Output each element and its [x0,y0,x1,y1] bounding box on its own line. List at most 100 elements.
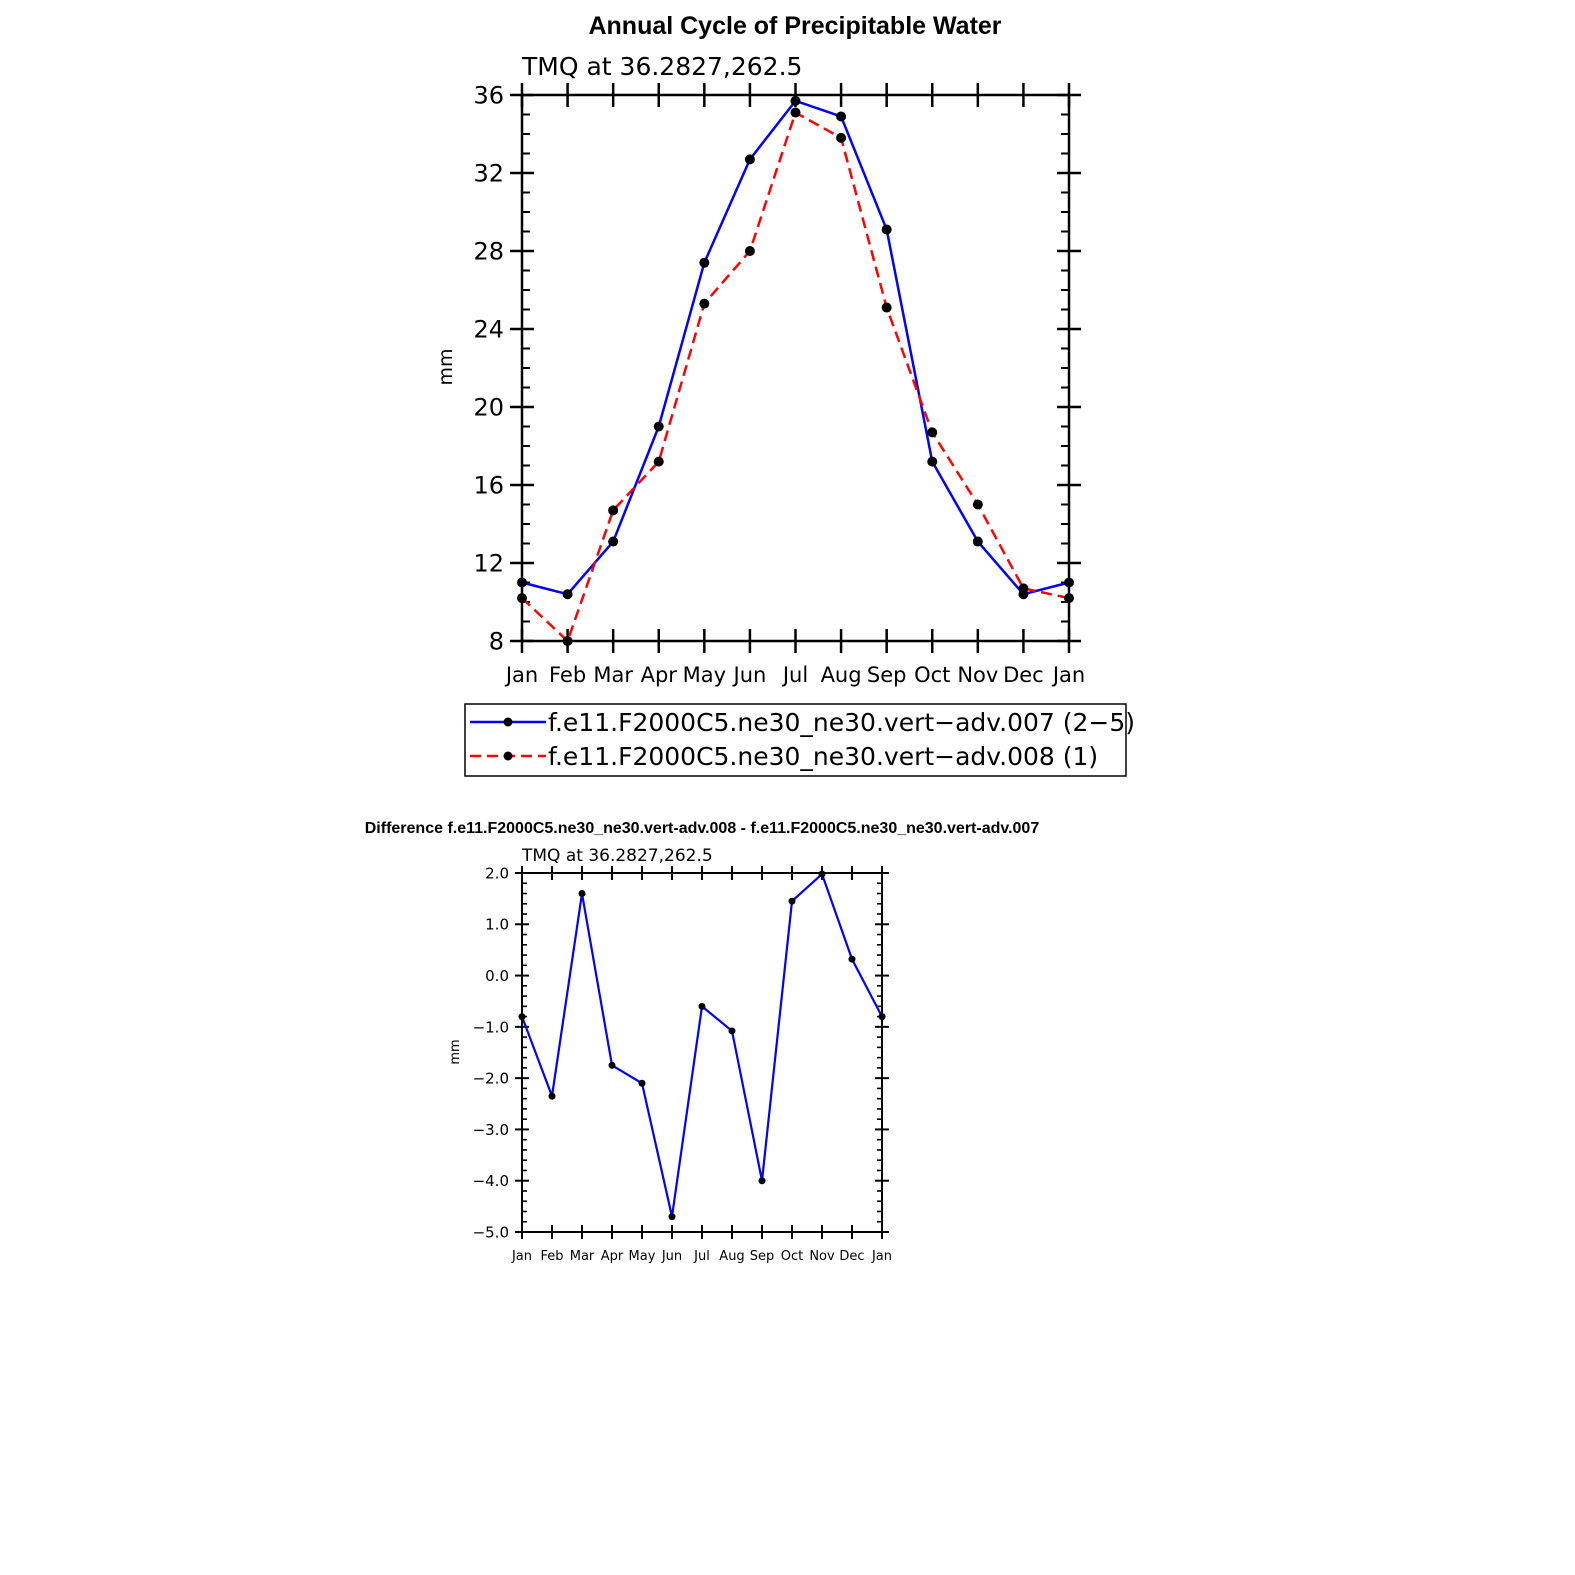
x-tick-label: Apr [641,663,678,687]
series-1-point [972,499,983,510]
series-0-point [790,95,801,106]
x-tick-label: Dec [1003,663,1044,687]
x-tick-label: Jan [511,1249,532,1264]
legend-box [464,703,1127,777]
y-tick-label: 20 [473,394,504,422]
legend-label-007: f.e11.F2000C5.ne30_ne30.vert−adv.007 (2−… [548,708,1135,737]
series-1-point [608,505,619,516]
x-tick-label: Jan [504,663,538,687]
series-line-1 [521,110,1070,644]
difference-chart: Difference f.e11.F2000C5.ne30_ne30.vert-… [365,820,1040,1264]
y-tick-label: −3.0 [473,1121,509,1139]
series-1-point [790,107,801,118]
legend-marker-blue [503,717,513,727]
chart2-ylabel: mm [448,1039,463,1064]
chart2-x-tick-labels: Jan Feb Mar Apr May Jun Jul Aug Sep Oct Nov Dec Jan [511,1249,892,1264]
series-1-point [881,302,892,313]
y-tick-label: −5.0 [473,1223,509,1241]
series-0-point [788,897,796,905]
x-tick-label: Jul [781,663,808,687]
series-0-point [728,1027,736,1035]
series-0-point [698,1002,706,1010]
series-0-point [608,536,619,547]
x-tick-label: Oct [914,663,950,687]
series-0-point [818,870,826,878]
x-tick-label: May [629,1249,656,1264]
x-tick-label: Jan [871,1249,892,1264]
chart1-title: Annual Cycle of Precipitable Water [588,12,1001,40]
x-tick-label: Jul [693,1249,710,1264]
chart1-subtitle: TMQ at 36.2827,262.5 [521,52,802,81]
y-tick-label: −1.0 [473,1018,509,1036]
series-0-point [548,1092,556,1100]
x-tick-label: Mar [570,1249,595,1264]
series-1-point [836,132,847,143]
x-tick-label: Aug [719,1249,744,1264]
x-tick-label: Jan [1051,663,1085,687]
series-1-point [744,246,755,256]
y-tick-label: 36 [473,82,504,110]
chart2-axes [515,866,889,1239]
x-tick-label: Apr [601,1249,624,1264]
chart1-series [517,95,1074,646]
y-tick-label: 12 [473,550,504,578]
chart2-title: Difference f.e11.F2000C5.ne30_ne30.vert-… [365,820,1040,837]
chart1-x-tick-labels: Jan Feb Mar Apr May Jun Jul Aug Sep Oct Nov Dec Jan [504,663,1085,687]
series-0-point [744,154,755,165]
precipitable-water-chart: Annual Cycle of Precipitable Water TMQ a… [435,12,1135,777]
chart2-series [518,870,886,1221]
x-tick-label: Nov [809,1249,835,1264]
series-1-point [653,456,664,467]
chart2-subtitle: TMQ at 36.2827,262.5 [521,846,713,866]
legend-marker-red [503,751,513,761]
x-tick-label: Jun [732,663,767,687]
series-1-point [927,427,938,438]
chart1-legend: f.e11.F2000C5.ne30_ne30.vert−adv.007 (2−… [464,703,1135,777]
y-tick-label: 32 [473,160,504,188]
y-tick-label: 2.0 [485,864,509,882]
series-0-point [699,257,710,268]
series-0-point [638,1079,646,1087]
series-0-point [881,224,892,235]
x-tick-label: Feb [540,1249,563,1264]
y-tick-label: 16 [473,472,504,500]
x-tick-label: Oct [781,1249,803,1264]
series-1-point [699,298,710,309]
y-tick-label: −2.0 [473,1070,509,1088]
x-tick-label: Nov [957,663,998,687]
x-tick-label: May [683,663,726,687]
chart2-y-tick-labels: −5.0 −4.0 −3.0 −2.0 −1.0 0.0 1.0 2.0 [473,864,509,1241]
series-line-0 [520,872,883,1217]
x-tick-label: Sep [867,663,907,687]
x-tick-label: Feb [549,663,586,687]
series-0-point [668,1213,676,1221]
y-tick-label: −4.0 [473,1172,509,1190]
series-0-point [578,890,586,898]
x-tick-label: Jun [661,1249,682,1264]
y-tick-label: 0.0 [485,967,509,985]
series-1-point [1018,583,1029,594]
y-tick-label: 24 [473,316,504,344]
series-0-point [848,955,856,963]
legend-label-008: f.e11.F2000C5.ne30_ne30.vert−adv.008 (1) [548,742,1098,771]
series-0-point [836,111,847,122]
series-0-point [972,536,983,547]
chart2-plot-frame [521,872,883,1233]
x-tick-label: Sep [750,1249,775,1264]
x-tick-label: Aug [821,663,862,687]
chart1-axes [510,83,1081,653]
y-tick-label: 8 [489,628,504,656]
series-0-point [608,1061,616,1069]
series-0-point [927,456,938,467]
series-0-point [758,1177,766,1185]
y-tick-label: 1.0 [485,916,509,934]
y-tick-label: 28 [473,238,504,266]
chart1-plot-frame [520,93,1071,643]
chart1-y-tick-labels: 8 12 16 20 24 28 32 36 [473,82,504,656]
series-0-point [653,421,664,432]
x-tick-label: Mar [593,663,633,687]
chart1-ylabel: mm [435,348,457,385]
x-tick-label: Dec [839,1249,864,1264]
series-0-point [562,589,573,600]
